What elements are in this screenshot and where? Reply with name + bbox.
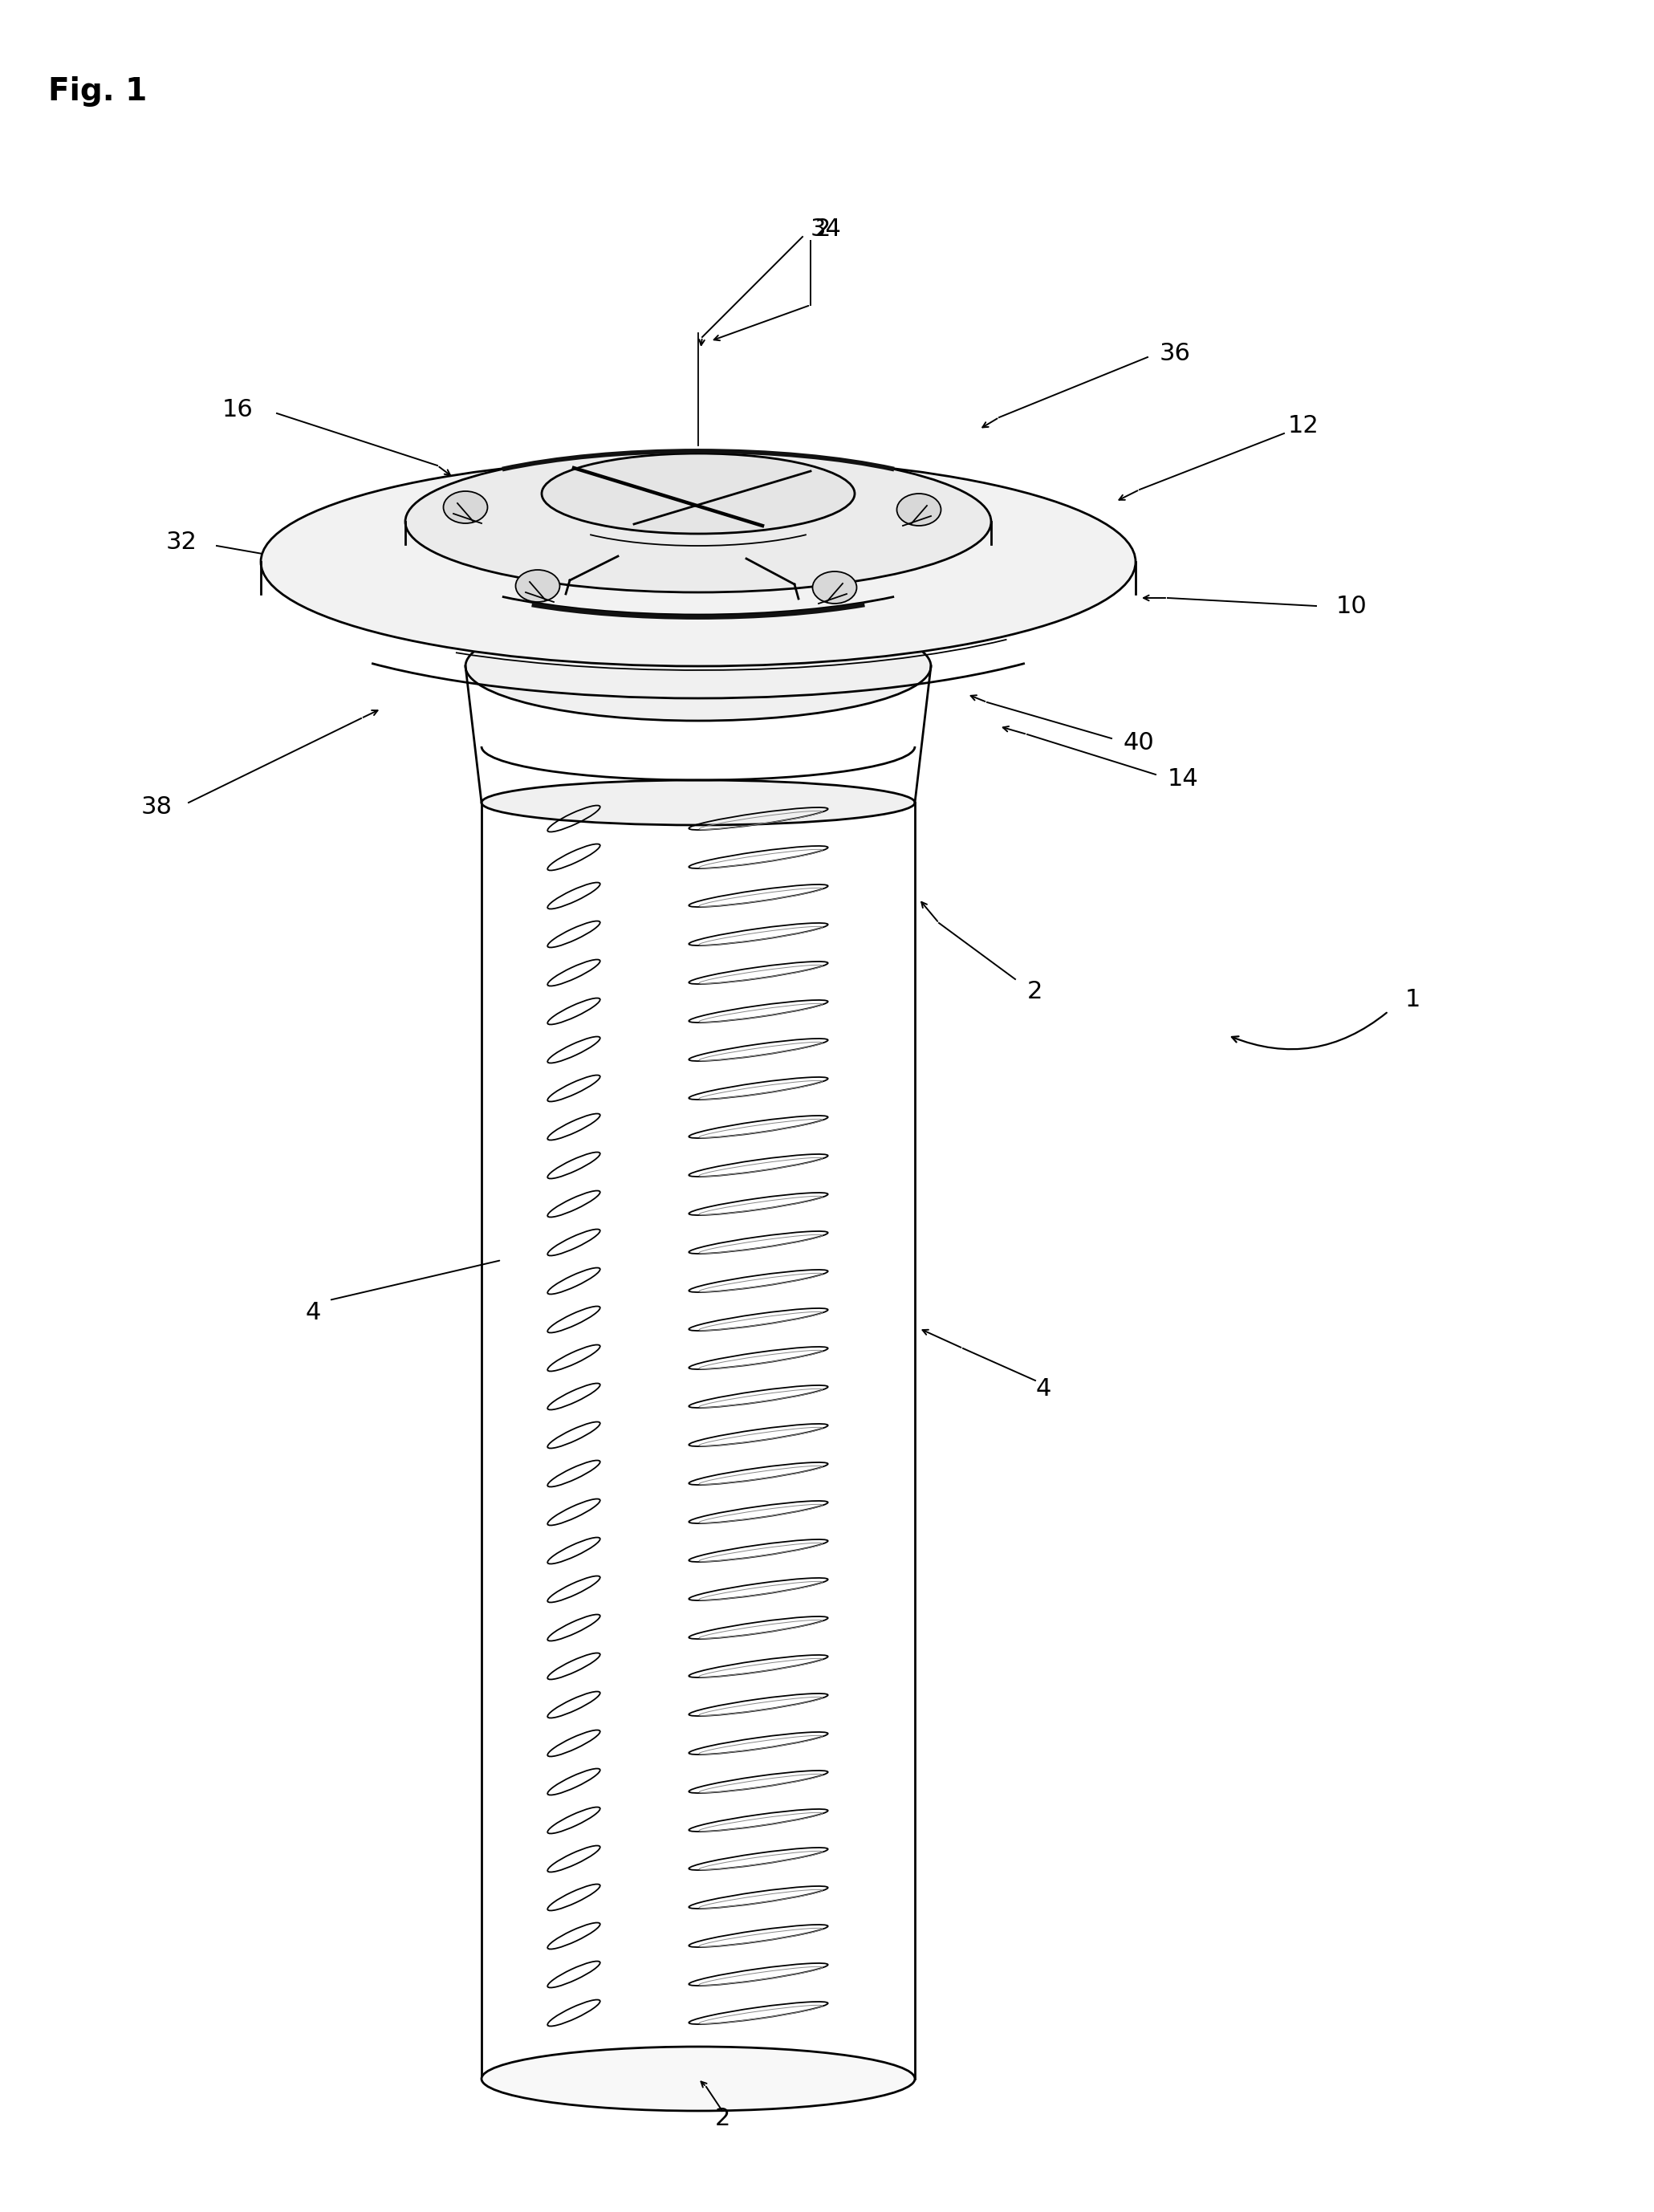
Text: 2: 2 xyxy=(815,217,830,241)
Ellipse shape xyxy=(481,781,915,825)
Text: 10: 10 xyxy=(1336,595,1368,617)
Text: 2: 2 xyxy=(715,2108,729,2130)
Text: 14: 14 xyxy=(1168,768,1199,790)
Text: 2: 2 xyxy=(1027,980,1042,1002)
Ellipse shape xyxy=(896,493,941,526)
Text: 12: 12 xyxy=(1288,414,1320,438)
Ellipse shape xyxy=(261,458,1136,666)
Ellipse shape xyxy=(812,571,857,604)
Text: 40: 40 xyxy=(1123,730,1154,754)
Ellipse shape xyxy=(543,453,855,533)
Text: 4: 4 xyxy=(1035,1376,1050,1400)
Ellipse shape xyxy=(443,491,488,524)
Text: 4: 4 xyxy=(306,1301,321,1325)
Text: 34: 34 xyxy=(810,217,842,241)
Ellipse shape xyxy=(465,611,931,721)
Text: 16: 16 xyxy=(222,398,253,420)
Text: 36: 36 xyxy=(1159,341,1191,365)
Ellipse shape xyxy=(481,2046,915,2110)
Text: 1: 1 xyxy=(1404,987,1421,1011)
Ellipse shape xyxy=(405,451,991,593)
Text: Fig. 1: Fig. 1 xyxy=(48,75,147,106)
Ellipse shape xyxy=(516,571,559,602)
Text: 38: 38 xyxy=(141,794,172,818)
Text: 32: 32 xyxy=(165,531,197,553)
